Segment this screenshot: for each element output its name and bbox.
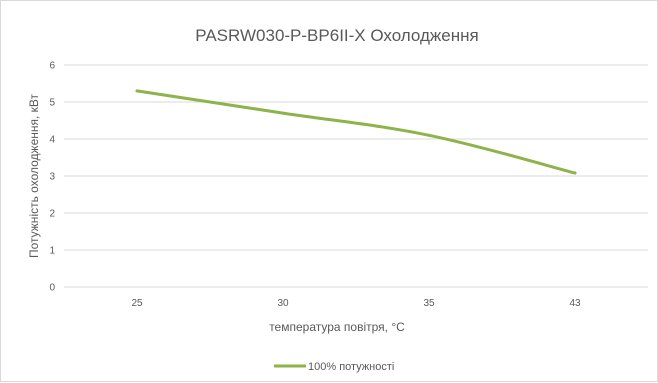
x-tick-label: 30 bbox=[277, 298, 289, 309]
y-tick-label: 5 bbox=[49, 98, 55, 109]
y-tick-label: 1 bbox=[49, 246, 55, 257]
x-tick-label: 35 bbox=[423, 298, 435, 309]
x-tick-label: 25 bbox=[131, 298, 143, 309]
legend-label: 100% потужності bbox=[308, 361, 394, 373]
data-point bbox=[135, 89, 139, 93]
data-point bbox=[281, 111, 285, 115]
y-axis-ticks: 0 1 2 3 4 5 6 bbox=[49, 61, 55, 294]
series-layer bbox=[135, 89, 577, 175]
x-tick-label: 43 bbox=[569, 298, 581, 309]
data-point bbox=[573, 171, 577, 175]
y-tick-label: 2 bbox=[49, 209, 55, 220]
legend: 100% потужності bbox=[274, 361, 394, 373]
y-axis-title: Потужність охолодження, кВт bbox=[27, 93, 41, 258]
data-point bbox=[427, 133, 431, 137]
gridlines bbox=[64, 64, 648, 288]
x-axis-ticks: 25 30 35 43 bbox=[131, 298, 581, 309]
y-tick-label: 0 bbox=[49, 283, 55, 294]
chart-title: PASRW030-P-BP6II-X Охолодження bbox=[195, 26, 478, 45]
series-line bbox=[135, 89, 577, 175]
y-tick-label: 6 bbox=[49, 61, 55, 72]
y-tick-label: 4 bbox=[49, 135, 55, 146]
y-tick-label: 3 bbox=[49, 172, 55, 183]
x-axis-title: температура повітря, °C bbox=[269, 320, 405, 334]
